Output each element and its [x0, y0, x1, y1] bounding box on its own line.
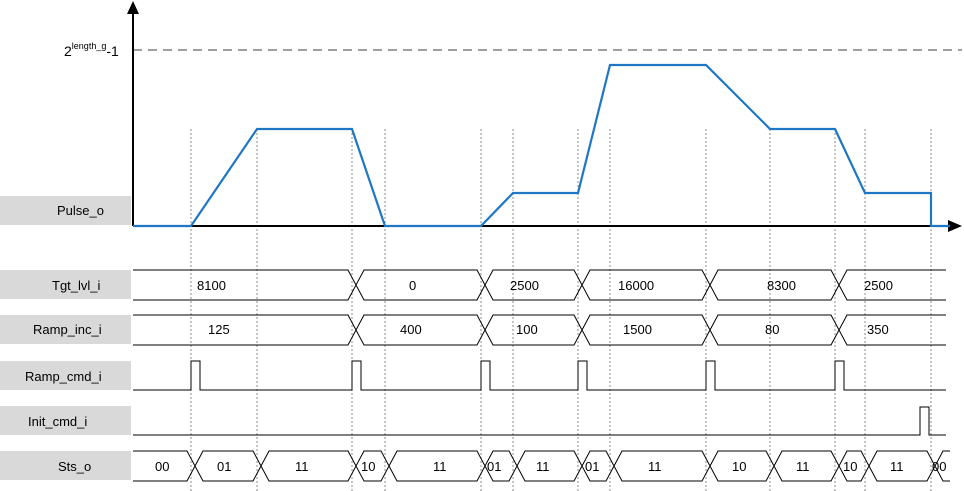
sts-value-13: 00	[932, 459, 946, 474]
signal-label-tgt: Tgt_lvl_i	[52, 278, 101, 293]
pulse-waveform	[133, 63, 950, 228]
ramp-inc-bus: 125 400 100 1500 80 350	[133, 314, 946, 346]
max-level-label: 2length_g-1	[64, 41, 119, 59]
sts-value-3: 10	[361, 459, 375, 474]
ramp-inc-value-0: 125	[208, 322, 230, 337]
sts-value-5: 01	[487, 459, 501, 474]
time-guides	[190, 129, 932, 491]
ramp-inc-value-3: 1500	[623, 322, 652, 337]
sts-value-10: 11	[796, 459, 810, 474]
signal-label-ramp-inc: Ramp_inc_i	[33, 322, 102, 337]
label-bg-pulse	[0, 196, 131, 225]
sts-value-12: 11	[890, 459, 904, 474]
tgt-value-5: 2500	[864, 278, 893, 293]
ramp-inc-value-2: 100	[516, 322, 538, 337]
sts-value-2: 11	[295, 459, 309, 474]
tgt-value-0: 8100	[197, 278, 226, 293]
label-bg-ramp-inc	[0, 315, 131, 344]
x-axis-arrow	[948, 220, 962, 232]
ramp-cmd-waveform	[133, 360, 946, 391]
label-bg-tgt	[0, 270, 131, 299]
sts-value-6: 11	[536, 459, 550, 474]
sts-value-11: 10	[843, 459, 857, 474]
ramp-inc-value-4: 80	[765, 322, 779, 337]
signal-label-pulse: Pulse_o	[57, 203, 104, 218]
sts-bus: 00 01 11 10 11 01 11 01 11 10 11 10 11 0…	[133, 450, 950, 482]
signal-label-sts: Sts_o	[58, 459, 91, 474]
sts-value-1: 01	[217, 459, 231, 474]
sts-value-4: 11	[433, 459, 447, 474]
tgt-value-2: 2500	[510, 278, 539, 293]
tgt-value-1: 0	[409, 278, 416, 293]
sts-value-8: 11	[648, 459, 662, 474]
sts-value-0: 00	[155, 459, 169, 474]
tgt-value-3: 16000	[618, 278, 654, 293]
init-cmd-waveform	[133, 406, 946, 436]
label-bg-init-cmd	[0, 406, 131, 435]
signal-label-ramp-cmd: Ramp_cmd_i	[25, 369, 102, 384]
label-bg-sts	[0, 451, 131, 480]
tgt-value-4: 8300	[767, 278, 796, 293]
tgt-bus: 8100 0 2500 16000 8300 2500	[133, 269, 946, 301]
ramp-inc-value-1: 400	[400, 322, 422, 337]
signal-label-init-cmd: Init_cmd_i	[28, 414, 87, 429]
sts-value-9: 10	[732, 459, 746, 474]
label-bg-ramp-cmd	[0, 361, 131, 390]
sts-value-7: 01	[585, 459, 599, 474]
ramp-inc-value-5: 350	[867, 322, 889, 337]
y-axis-arrow	[127, 1, 139, 14]
